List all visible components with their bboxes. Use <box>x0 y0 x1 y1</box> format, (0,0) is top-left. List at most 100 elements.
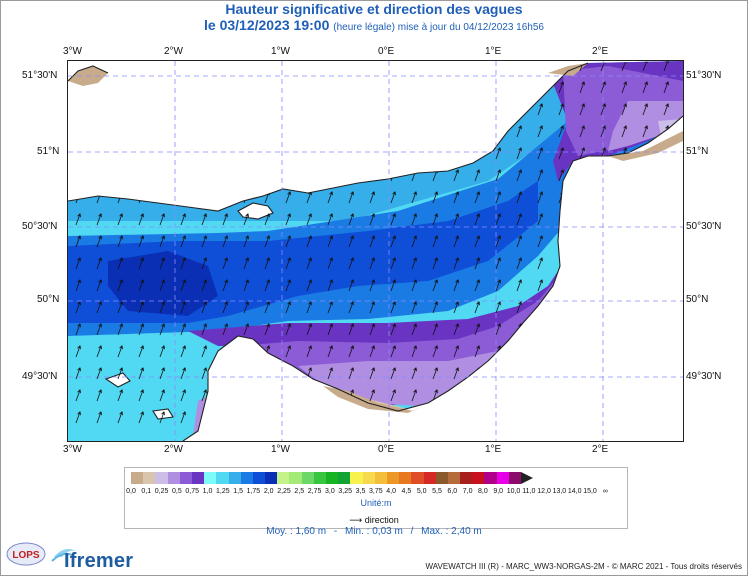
direction-arrowhead <box>245 257 249 262</box>
direction-arrow <box>621 125 627 138</box>
direction-arrowhead <box>392 345 396 350</box>
direction-arrow <box>180 411 186 424</box>
direction-arrowhead <box>413 191 417 196</box>
direction-arrowhead <box>371 345 375 350</box>
map-svg <box>68 61 683 441</box>
direction-arrowhead <box>476 191 480 196</box>
direction-arrow <box>138 213 144 226</box>
direction-arrow <box>516 235 522 248</box>
direction-arrowhead <box>413 235 417 240</box>
direction-arrowhead <box>497 147 501 152</box>
page-subtitle: le 03/12/2023 19:00 (heure légale) mise … <box>0 17 748 33</box>
direction-arrowhead <box>539 279 543 284</box>
direction-arrowhead <box>371 257 375 262</box>
direction-arrowhead <box>266 345 270 350</box>
direction-arrow <box>96 323 102 336</box>
direction-arrowhead <box>329 345 333 350</box>
direction-arrow <box>159 389 165 402</box>
direction-arrowhead <box>245 301 249 306</box>
direction-arrowhead <box>518 257 522 262</box>
footer-copyright: WAVEWATCH III (R) - MARC_WW3-NORGAS-2M -… <box>425 562 742 571</box>
direction-arrowhead <box>518 147 522 152</box>
direction-arrowhead <box>455 323 459 328</box>
legend-swatch <box>460 472 473 484</box>
direction-arrow <box>222 323 228 336</box>
direction-arrowhead <box>224 257 228 262</box>
direction-arrow <box>96 389 102 402</box>
direction-arrow <box>663 81 669 94</box>
direction-arrow <box>537 257 543 270</box>
direction-arrow <box>306 191 312 204</box>
direction-arrow <box>306 213 312 226</box>
legend-tick-label: 3,5 <box>355 488 366 495</box>
direction-arrow <box>348 257 354 270</box>
direction-arrow <box>432 301 438 314</box>
direction-arrow <box>600 81 606 94</box>
direction-arrow <box>558 169 564 182</box>
direction-arrow <box>348 279 354 292</box>
direction-arrow <box>201 213 207 226</box>
direction-arrow <box>516 279 522 292</box>
direction-arrowhead <box>371 389 375 394</box>
legend-swatch <box>143 472 156 484</box>
legend-swatch <box>386 472 400 484</box>
direction-arrowhead <box>413 301 417 306</box>
direction-arrow <box>390 367 396 380</box>
direction-arrow <box>432 279 438 292</box>
direction-arrow <box>96 213 102 226</box>
direction-arrow <box>96 301 102 314</box>
direction-arrow <box>306 301 312 314</box>
direction-arrow <box>75 279 81 292</box>
direction-arrowhead <box>287 345 291 350</box>
direction-arrowhead <box>539 213 543 218</box>
direction-arrow <box>348 213 354 226</box>
direction-arrow <box>537 213 543 226</box>
stat-mean: Moy. : 1,60 m <box>266 526 327 537</box>
direction-arrowhead <box>392 191 396 196</box>
direction-arrow <box>495 147 501 160</box>
direction-arrow <box>264 235 270 248</box>
direction-arrowhead <box>266 279 270 284</box>
direction-arrowhead <box>224 301 228 306</box>
direction-arrowhead <box>350 367 354 372</box>
legend-swatch <box>228 472 241 484</box>
direction-arrowhead <box>644 81 648 86</box>
direction-arrow <box>369 257 375 270</box>
direction-arrowhead <box>140 345 144 350</box>
direction-legend: ⟶ direction <box>0 515 748 526</box>
direction-arrow <box>264 257 270 270</box>
direction-arrow <box>264 213 270 226</box>
direction-arrowhead <box>161 389 165 394</box>
direction-arrow <box>474 345 480 358</box>
direction-arrowhead <box>329 323 333 328</box>
direction-arrowhead <box>98 323 102 328</box>
direction-arrowhead <box>308 301 312 306</box>
direction-arrow <box>180 323 186 336</box>
direction-arrow <box>306 323 312 336</box>
direction-arrowhead <box>434 235 438 240</box>
direction-arrow <box>306 257 312 270</box>
direction-arrow <box>432 235 438 248</box>
legend-tick-label: 10,0 <box>506 488 521 495</box>
direction-arrow <box>285 345 291 358</box>
direction-arrowhead <box>434 279 438 284</box>
lon-tick-bottom: 1°W <box>271 444 290 455</box>
direction-arrow <box>495 257 501 270</box>
direction-arrow <box>495 279 501 292</box>
direction-arrow <box>159 323 165 336</box>
wave-map[interactable] <box>67 60 684 442</box>
direction-arrowhead <box>665 125 669 130</box>
direction-arrow <box>264 279 270 292</box>
direction-arrowhead <box>371 213 375 218</box>
direction-arrow <box>117 367 123 380</box>
direction-arrow <box>516 125 522 138</box>
direction-arrowhead <box>455 345 459 350</box>
lat-tick-left: 50°30'N <box>22 221 58 232</box>
direction-arrow <box>642 81 648 94</box>
stat-max: Max. : 2,40 m <box>421 526 482 537</box>
direction-arrow <box>474 301 480 314</box>
direction-arrowhead <box>623 125 627 130</box>
direction-arrowhead <box>455 191 459 196</box>
direction-arrow <box>432 213 438 226</box>
direction-arrowhead <box>308 213 312 218</box>
